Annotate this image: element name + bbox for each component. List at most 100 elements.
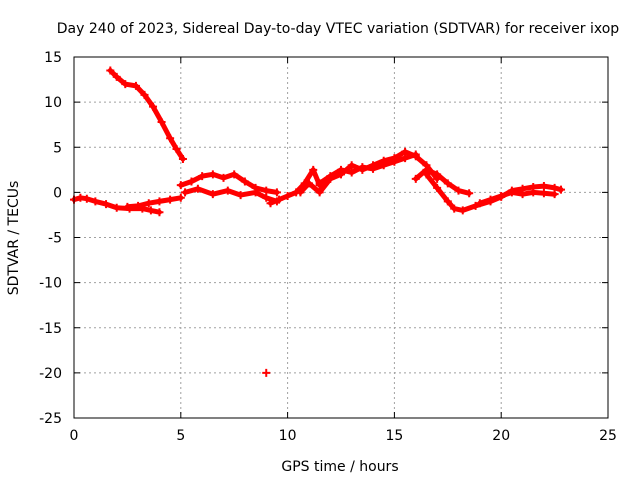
data-point <box>475 199 484 208</box>
data-point <box>315 179 324 188</box>
data-point <box>465 189 474 198</box>
grid <box>74 57 608 418</box>
y-tick-label: 0 <box>53 185 62 201</box>
data-point <box>166 195 175 204</box>
series-track-e <box>181 184 281 206</box>
data-point <box>155 197 164 206</box>
data-point <box>140 90 149 99</box>
data-point <box>422 170 431 179</box>
data-point <box>411 150 420 159</box>
data-point <box>486 195 495 204</box>
data-point <box>223 186 232 195</box>
data-point <box>112 72 121 81</box>
data-point <box>149 102 158 111</box>
y-tick-label: 5 <box>53 140 62 156</box>
data-point <box>309 165 318 174</box>
data-point <box>450 204 459 213</box>
data-point <box>337 165 345 174</box>
data-point <box>187 177 196 186</box>
data-point <box>507 188 516 197</box>
data-point <box>121 80 130 89</box>
data-point <box>471 201 480 210</box>
x-ticks: 0 5 10 15 20 25 <box>70 57 617 444</box>
data-point <box>557 185 566 194</box>
data-layer <box>70 66 566 377</box>
x-tick-label: 25 <box>599 428 617 444</box>
data-point <box>262 368 271 377</box>
data-point <box>91 197 100 206</box>
data-point <box>390 157 399 166</box>
data-point <box>304 179 313 188</box>
y-tick-label: 15 <box>44 50 62 66</box>
x-tick-label: 15 <box>385 428 403 444</box>
series-trace <box>107 68 186 162</box>
series-track-h <box>315 150 420 188</box>
data-point <box>102 200 111 209</box>
series-track-a <box>106 66 187 163</box>
data-point <box>539 182 548 191</box>
data-point <box>458 206 467 215</box>
y-tick-label: -10 <box>39 276 62 292</box>
x-tick-label: 0 <box>70 428 79 444</box>
data-point <box>518 190 527 199</box>
data-point <box>112 203 121 212</box>
series-track-f <box>266 165 324 208</box>
data-point <box>208 190 217 199</box>
data-point <box>106 66 115 75</box>
data-point <box>315 188 324 197</box>
x-tick-label: 10 <box>279 428 297 444</box>
x-tick-label: 20 <box>492 428 510 444</box>
data-point <box>193 184 202 193</box>
series-trace <box>178 171 280 195</box>
data-point <box>529 188 538 197</box>
data-point <box>198 172 207 181</box>
data-point <box>123 202 132 211</box>
data-point <box>131 81 140 90</box>
data-point <box>411 174 420 183</box>
data-point <box>369 164 378 173</box>
data-point <box>155 208 164 217</box>
data-point <box>539 189 548 198</box>
data-point <box>550 190 559 199</box>
data-point <box>230 170 239 179</box>
data-point <box>262 193 271 202</box>
data-point <box>433 170 442 179</box>
data-point <box>82 194 91 203</box>
data-point <box>266 199 275 208</box>
series-trace <box>317 152 419 186</box>
data-point <box>275 195 284 204</box>
chart-title: Day 240 of 2023, Sidereal Day-to-day VTE… <box>57 21 620 37</box>
data-point <box>236 191 245 200</box>
data-point <box>379 161 388 170</box>
data-point <box>172 145 181 154</box>
data-point <box>296 188 305 197</box>
data-point <box>347 161 356 170</box>
data-point <box>358 163 367 172</box>
y-tick-label: -25 <box>39 411 62 427</box>
y-axis-label: SDTVAR / TECUs <box>6 181 22 296</box>
data-point <box>251 188 260 197</box>
series-track-c <box>123 193 185 211</box>
data-point <box>181 188 190 197</box>
data-point <box>443 197 452 206</box>
series-track-k <box>475 188 559 208</box>
series-outlier <box>262 368 271 377</box>
data-point <box>272 188 281 197</box>
data-point <box>443 179 452 188</box>
data-point <box>219 173 228 182</box>
data-point <box>433 183 442 192</box>
data-point <box>146 206 155 215</box>
data-point <box>262 186 271 195</box>
data-point <box>454 186 463 195</box>
data-point <box>178 154 187 163</box>
y-tick-label: -5 <box>48 231 62 247</box>
data-point <box>208 170 217 179</box>
y-ticks: -25 -20 -15 -10 -5 0 5 10 15 <box>39 50 608 427</box>
data-point <box>166 134 175 143</box>
data-point <box>157 117 166 126</box>
data-point <box>326 172 335 181</box>
series-track-d <box>176 170 281 197</box>
data-point <box>176 193 185 202</box>
data-point <box>283 191 292 200</box>
